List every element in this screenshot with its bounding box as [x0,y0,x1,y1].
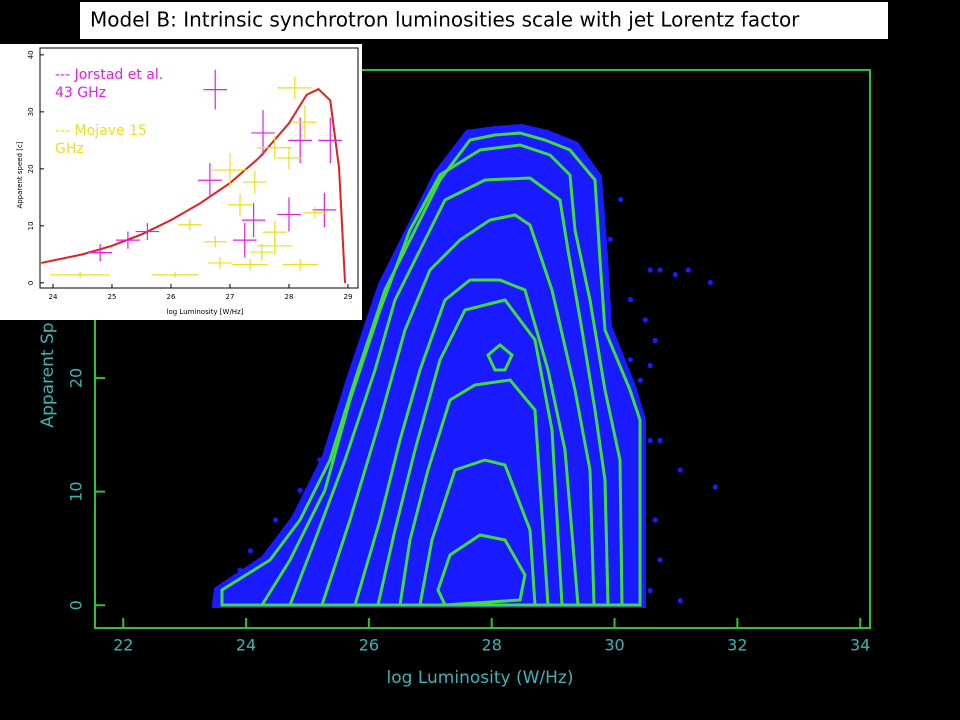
point [707,279,713,286]
contour [398,378,550,607]
x-axis-label: log Luminosity (W/Hz) [387,668,574,688]
y-tick-label: 0 [67,600,86,610]
inset-background [0,44,362,320]
x-tick-label: 24 [49,293,58,301]
contour [352,278,580,607]
point [657,437,663,444]
x-tick-label: 32 [727,636,747,655]
x-tick-label: 34 [850,636,870,655]
legend-entry: --- Jorstad et al. 43 GHz [55,67,164,101]
y-tick-label: 30 [27,107,35,116]
legend-entry: --- Mojave 15 GHz [55,123,147,157]
x-tick-label: 27 [226,293,235,301]
x-tick-label: 26 [167,293,176,301]
point [685,267,691,273]
y-tick-label: 10 [67,481,86,501]
point [657,267,663,273]
point [427,207,433,213]
point [297,487,303,494]
point [272,517,279,523]
slide-title: Model B: Intrinsic synchrotron luminosit… [90,8,800,32]
x-tick-label: 30 [604,636,624,655]
point [618,196,624,203]
y-tick-label: 20 [67,368,86,388]
point [672,271,678,278]
legend-label: --- Mojave 15 GHz [55,123,147,157]
inset-chart: --- Jorstad et al. 43 GHz --- Mojave 15 G… [0,44,362,320]
point [647,437,653,444]
contour [418,458,537,607]
y-tick-label: 0 [27,281,35,285]
point [677,467,683,473]
x-tick-label: 24 [236,636,256,655]
x-tick-label: 28 [285,293,294,301]
point [647,267,653,273]
contour [220,131,642,607]
point [247,548,253,554]
x-tick-label: 29 [344,293,353,301]
main-axes: 22 24 26 28 30 32 34 0 10 20 log Luminosity (W/Hz)… [38,69,871,688]
point [647,587,653,594]
point [227,592,233,598]
y-tick-label: 20 [27,164,35,173]
point [377,327,384,333]
contour [319,213,596,607]
contours [220,131,642,607]
contour [436,533,527,607]
plot-frame [94,69,871,629]
point [237,567,243,573]
point [637,377,643,383]
contour [376,298,564,607]
point [317,457,323,463]
y-axis-label: Apparent Sp [38,322,58,427]
y-tick-label: 10 [27,221,35,230]
contour [287,176,610,607]
point [652,337,658,344]
x-tick-label: 25 [108,293,117,301]
point [627,357,634,363]
point [647,362,653,369]
contour [486,343,514,372]
point [657,557,663,563]
point [212,598,218,604]
x-tick-label: 22 [113,636,133,655]
point [632,417,639,423]
point [607,236,613,242]
x-tick-label: 28 [482,636,502,655]
legend-label: --- Jorstad et al. 43 GHz [55,67,164,101]
point [627,296,634,303]
y-axis-label: Apparent speed [c] [16,141,24,208]
plot-frame [39,47,359,289]
point [677,598,683,604]
title-bar [80,2,888,39]
point [642,317,648,323]
x-axis-label: log Luminosity [W/Hz] [167,308,244,316]
x-tick-label: 26 [359,636,379,655]
contour [259,143,624,607]
point [712,484,718,490]
point [652,517,658,523]
y-tick-label: 40 [27,50,35,59]
